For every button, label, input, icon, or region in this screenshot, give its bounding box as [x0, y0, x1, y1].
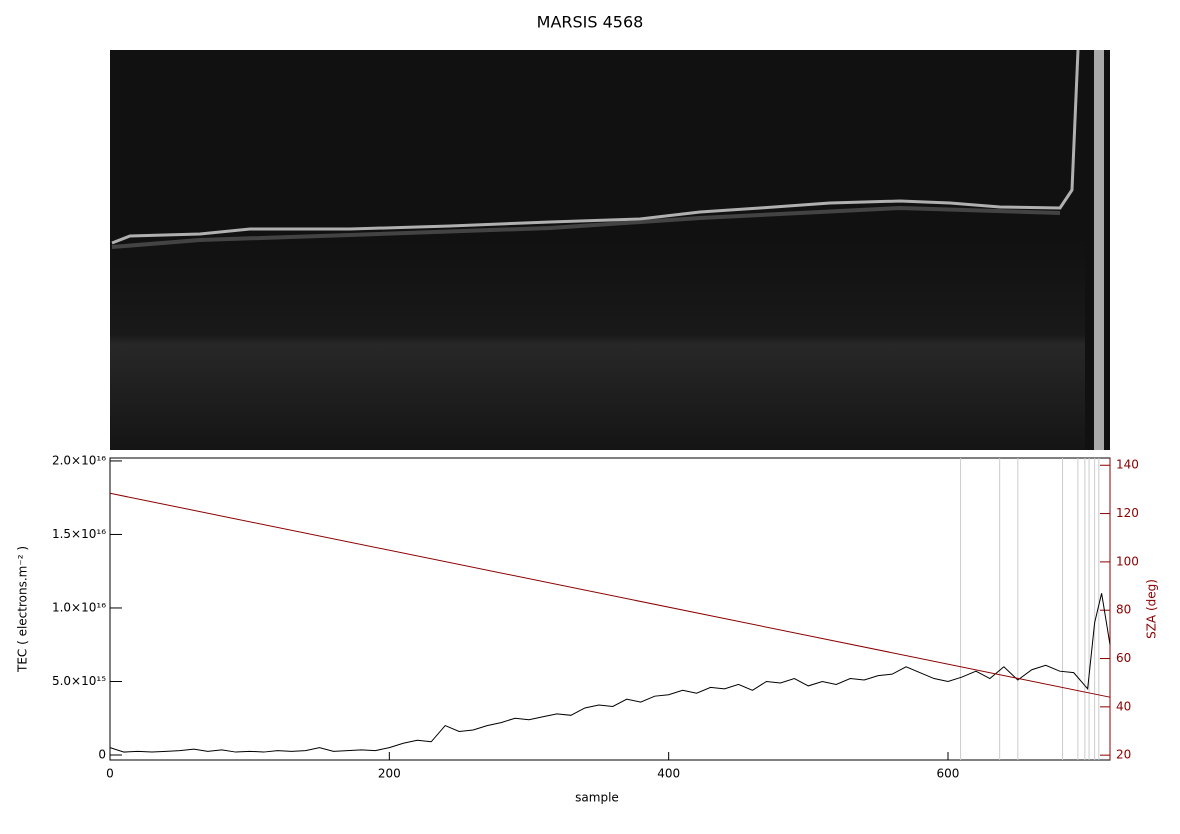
radargram-bright-strip: [1094, 50, 1104, 450]
series-line: [109, 492, 1111, 698]
chart-title: MARSIS 4568: [537, 13, 644, 32]
x-tick-label: 600: [937, 767, 960, 781]
y-tick-label: 1.0×10¹⁶: [52, 600, 106, 614]
radargram-surface-echo: [111, 49, 1080, 245]
y-axis-label: TEC ( electrons.m⁻² ): [16, 546, 30, 673]
radargram-surface-halo: [111, 205, 1061, 249]
y2-tick-label: 80: [1116, 603, 1131, 617]
y-tick-label: 0: [98, 748, 106, 762]
radargram: [110, 49, 1110, 450]
y2-tick-label: 140: [1116, 458, 1139, 472]
y2-tick-label: 60: [1116, 651, 1131, 665]
x-tick-label: 400: [657, 767, 680, 781]
x-tick-label: 200: [378, 767, 401, 781]
plot-frame: [109, 457, 1111, 761]
y-tick-label: 2.0×10¹⁶: [52, 453, 106, 467]
y2-axis-label: SZA (deg): [1145, 579, 1159, 639]
x-tick-label: 0: [106, 767, 114, 781]
y2-tick-label: 100: [1116, 554, 1139, 568]
y2-tick-label: 40: [1116, 699, 1131, 713]
x-axis-label: sample: [575, 791, 619, 805]
y-tick-label: 1.5×10¹⁶: [52, 527, 106, 541]
series-line: [109, 593, 1111, 753]
y-tick-label: 5.0×10¹⁵: [52, 674, 106, 688]
y2-tick-label: 20: [1116, 748, 1131, 762]
y2-tick-label: 120: [1116, 506, 1139, 520]
radargram-subsurface: [110, 240, 1085, 450]
